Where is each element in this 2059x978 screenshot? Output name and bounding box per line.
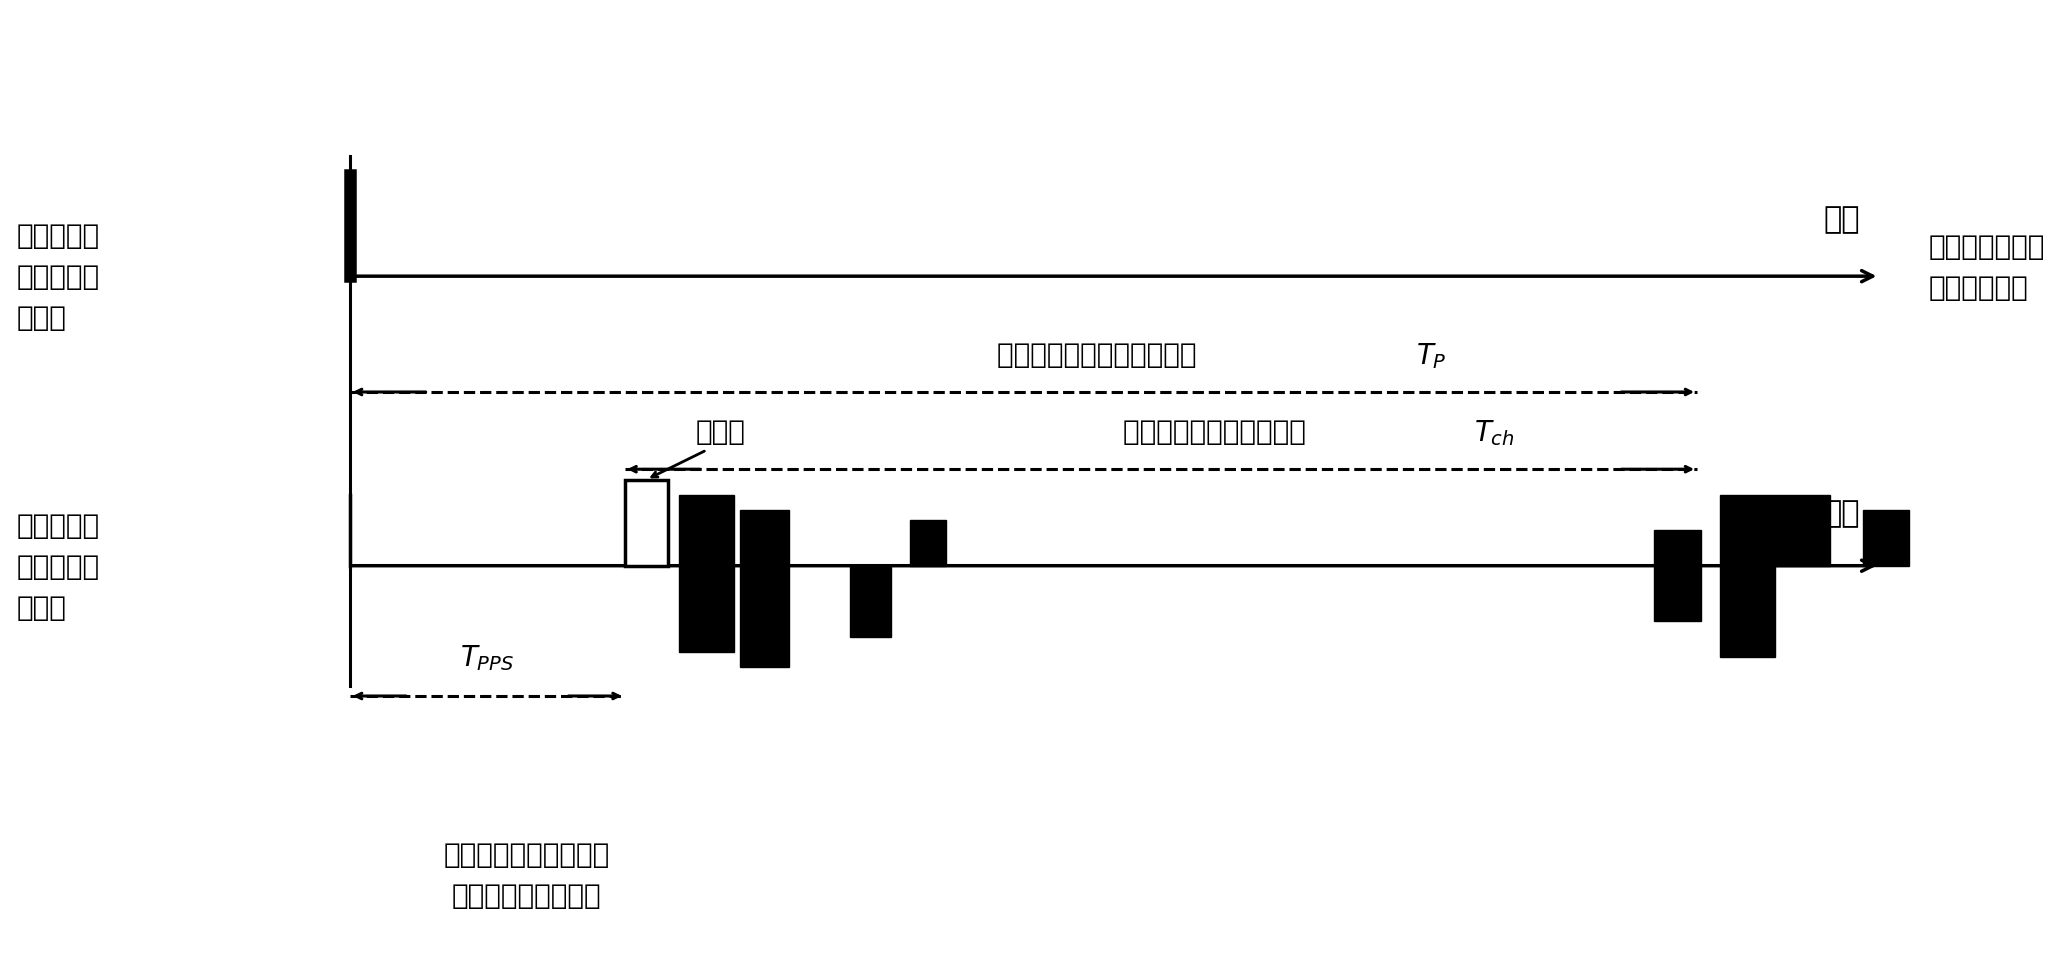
Text: 星间链路接收机扩频测距值: 星间链路接收机扩频测距值	[997, 340, 1207, 369]
Bar	[1719, 566, 1775, 657]
Bar	[910, 520, 945, 566]
Text: 时间: 时间	[1824, 204, 1859, 234]
Text: $T_{ch}$: $T_{ch}$	[1474, 418, 1515, 448]
Text: $T_{PPS}$: $T_{PPS}$	[461, 643, 515, 672]
Bar	[1863, 511, 1909, 566]
Text: 时间: 时间	[1824, 499, 1859, 527]
Text: 扩频码: 扩频码	[696, 418, 745, 446]
Bar	[679, 495, 735, 652]
Text: 星间链路接
收机产生的
秒信号: 星间链路接 收机产生的 秒信号	[16, 222, 101, 333]
Bar	[850, 566, 892, 637]
Bar	[1653, 531, 1701, 622]
Bar	[1719, 495, 1830, 566]
Text: 整个收发通道的绝对时延: 整个收发通道的绝对时延	[1124, 418, 1316, 446]
Text: $T_P$: $T_P$	[1417, 340, 1445, 371]
Bar	[739, 511, 789, 667]
Text: 接收机正确接收
恢复的扩频码: 接收机正确接收 恢复的扩频码	[1929, 233, 2045, 302]
Text: 星间链路发射机和接收
机之间秒信号的秒差: 星间链路发射机和接收 机之间秒信号的秒差	[443, 840, 609, 910]
Bar	[624, 480, 669, 566]
Text: 星间链路发
射机产生的
秒信号: 星间链路发 射机产生的 秒信号	[16, 511, 101, 621]
